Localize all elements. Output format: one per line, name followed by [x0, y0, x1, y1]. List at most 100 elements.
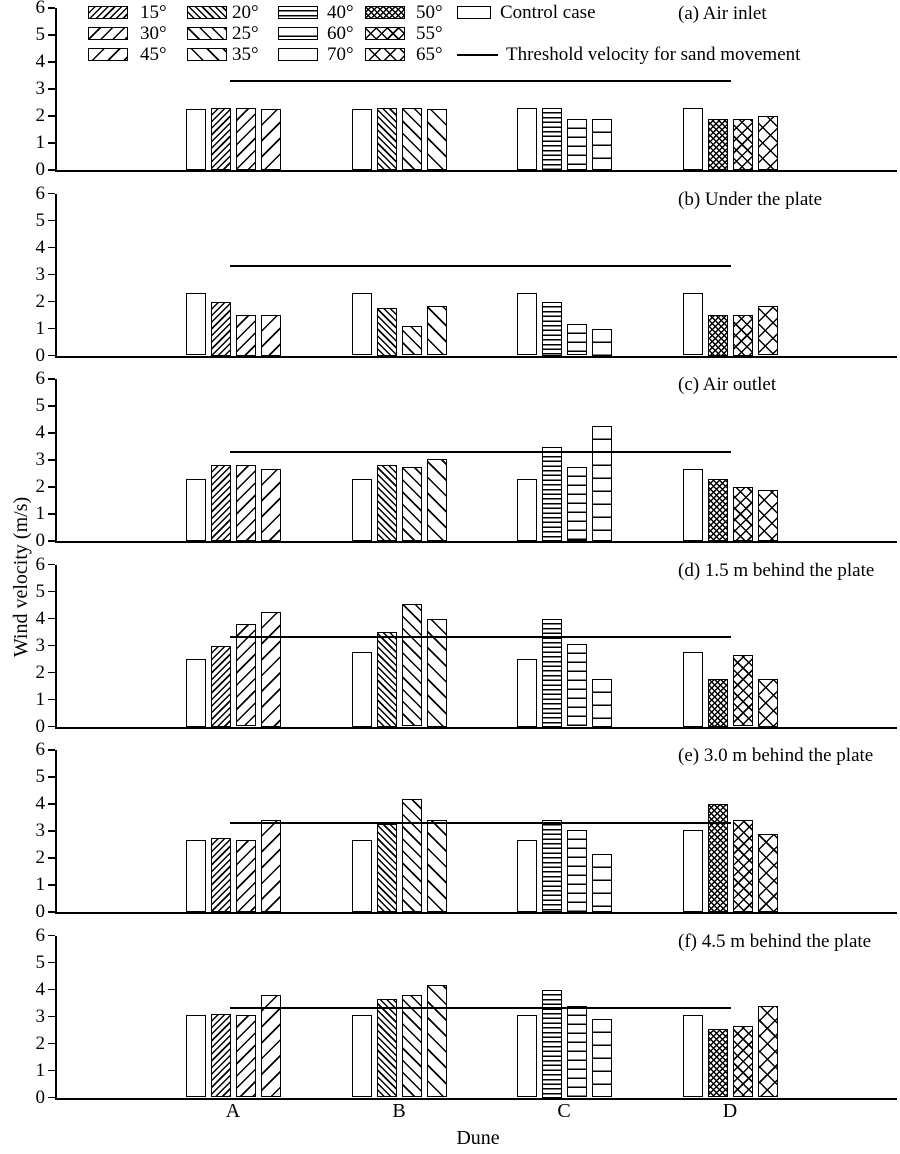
y-tick-label-b-4: 4 [35, 236, 46, 258]
bar-b-C-40deg [541, 301, 562, 356]
legend-label-control-case: Control case [500, 2, 596, 23]
y-tick-label-c-6: 6 [35, 368, 46, 389]
bar-a-A-15deg [210, 107, 231, 170]
bar-c-D-55deg [732, 487, 753, 541]
bar-a-A-control-case [185, 109, 206, 170]
legend-label-25deg: 25° [232, 23, 259, 44]
y-tick-label-f-1: 1 [35, 1059, 46, 1081]
threshold-line-d [230, 636, 731, 639]
y-axis-line-c [55, 379, 57, 541]
x-category-label-A: A [225, 1100, 241, 1122]
bar-c-C-60deg [566, 466, 587, 541]
legend-label-20deg: 20° [232, 2, 259, 23]
bar-c-B-20deg [376, 465, 397, 541]
y-tick-b-4 [48, 246, 55, 249]
bar-a-B-25deg [401, 107, 422, 170]
panel-label-b: (b) Under the plate [678, 188, 823, 210]
bar-f-A-45deg [260, 994, 281, 1098]
y-tick-e-6 [48, 749, 55, 751]
bar-e-C-70deg [591, 853, 612, 912]
bar-a-B-control-case [351, 109, 372, 170]
y-tick-c-1 [48, 513, 55, 515]
panel-label-f: (f) 4.5 m behind the plate [678, 930, 872, 952]
y-tick-a-2 [48, 115, 55, 117]
panel-label-a: (a) Air inlet [678, 3, 767, 24]
legend-swatch-25deg [187, 27, 227, 40]
y-tick-b-5 [48, 219, 55, 222]
bar-a-D-65deg [757, 116, 778, 170]
bar-f-C-control-case [516, 1015, 537, 1098]
y-tick-c-0 [48, 540, 55, 542]
y-tick-label-d-3: 3 [35, 634, 46, 656]
y-tick-d-3 [48, 644, 55, 647]
y-tick-b-6 [48, 192, 55, 195]
legend-swatch-60deg [278, 27, 318, 40]
bar-f-A-30deg [235, 1015, 256, 1098]
bar-e-D-55deg [732, 820, 753, 912]
bar-f-B-25deg [401, 994, 422, 1098]
y-tick-label-f-5: 5 [35, 951, 46, 973]
threshold-line-c [230, 450, 731, 453]
panel-label-e: (e) 3.0 m behind the plate [678, 745, 874, 766]
y-tick-label-a-4: 4 [35, 51, 46, 72]
y-tick-label-e-1: 1 [35, 874, 46, 895]
bar-c-A-control-case [185, 478, 206, 541]
legend-label-30deg: 30° [140, 23, 167, 44]
y-tick-label-c-5: 5 [35, 395, 46, 416]
bar-d-B-35deg [426, 618, 447, 727]
y-tick-label-c-1: 1 [35, 503, 46, 524]
y-tick-d-0 [48, 725, 55, 728]
bar-c-C-40deg [541, 446, 562, 541]
x-axis-line-d [55, 726, 897, 729]
bar-d-B-25deg [401, 603, 422, 727]
legend-label-threshold: Threshold velocity for sand movement [506, 44, 801, 65]
bar-b-A-control-case [185, 293, 206, 356]
legend-label-50deg: 50° [416, 2, 443, 23]
y-tick-f-4 [48, 988, 55, 991]
y-tick-label-e-5: 5 [35, 766, 46, 787]
bar-a-A-30deg [235, 107, 256, 170]
legend-swatch-65deg [365, 48, 405, 61]
y-tick-label-b-3: 3 [35, 263, 46, 285]
bar-b-C-control-case [516, 293, 537, 356]
x-axis-line-e [55, 912, 897, 914]
y-tick-label-e-2: 2 [35, 847, 46, 868]
y-tick-label-d-1: 1 [35, 688, 46, 710]
y-tick-label-c-0: 0 [35, 530, 46, 551]
y-tick-f-3 [48, 1015, 55, 1018]
bar-f-C-60deg [566, 1005, 587, 1098]
bar-d-C-70deg [591, 679, 612, 727]
bar-f-A-control-case [185, 1015, 206, 1098]
y-tick-label-d-2: 2 [35, 661, 46, 683]
bar-a-A-45deg [260, 109, 281, 170]
legend-swatch-40deg [278, 6, 318, 19]
legend-swatch-55deg [365, 27, 405, 40]
y-tick-label-d-0: 0 [35, 715, 46, 737]
bar-d-C-40deg [541, 618, 562, 727]
bar-b-A-15deg [210, 301, 231, 356]
y-tick-e-4 [48, 803, 55, 805]
bar-b-D-55deg [732, 315, 753, 356]
bar-b-A-30deg [235, 315, 256, 356]
bar-b-C-60deg [566, 324, 587, 356]
bar-b-B-25deg [401, 325, 422, 356]
bar-f-B-20deg [376, 998, 397, 1098]
y-tick-c-6 [48, 378, 55, 380]
legend-label-60deg: 60° [327, 23, 354, 44]
y-tick-label-a-1: 1 [35, 132, 46, 153]
y-tick-c-4 [48, 432, 55, 434]
y-tick-label-b-6: 6 [35, 182, 46, 204]
bar-b-C-70deg [591, 328, 612, 356]
panel-label-d: (d) 1.5 m behind the plate [678, 559, 875, 581]
bar-b-D-65deg [757, 305, 778, 356]
y-tick-c-3 [48, 459, 55, 461]
bar-d-D-65deg [757, 679, 778, 727]
y-tick-label-b-0: 0 [35, 344, 46, 366]
y-tick-d-6 [48, 563, 55, 566]
x-axis-line-c [55, 541, 897, 543]
x-axis-line-a [55, 170, 897, 172]
bar-e-D-65deg [757, 833, 778, 912]
bar-e-A-45deg [260, 820, 281, 912]
y-axis-line-e [55, 750, 57, 912]
bar-a-D-55deg [732, 118, 753, 170]
